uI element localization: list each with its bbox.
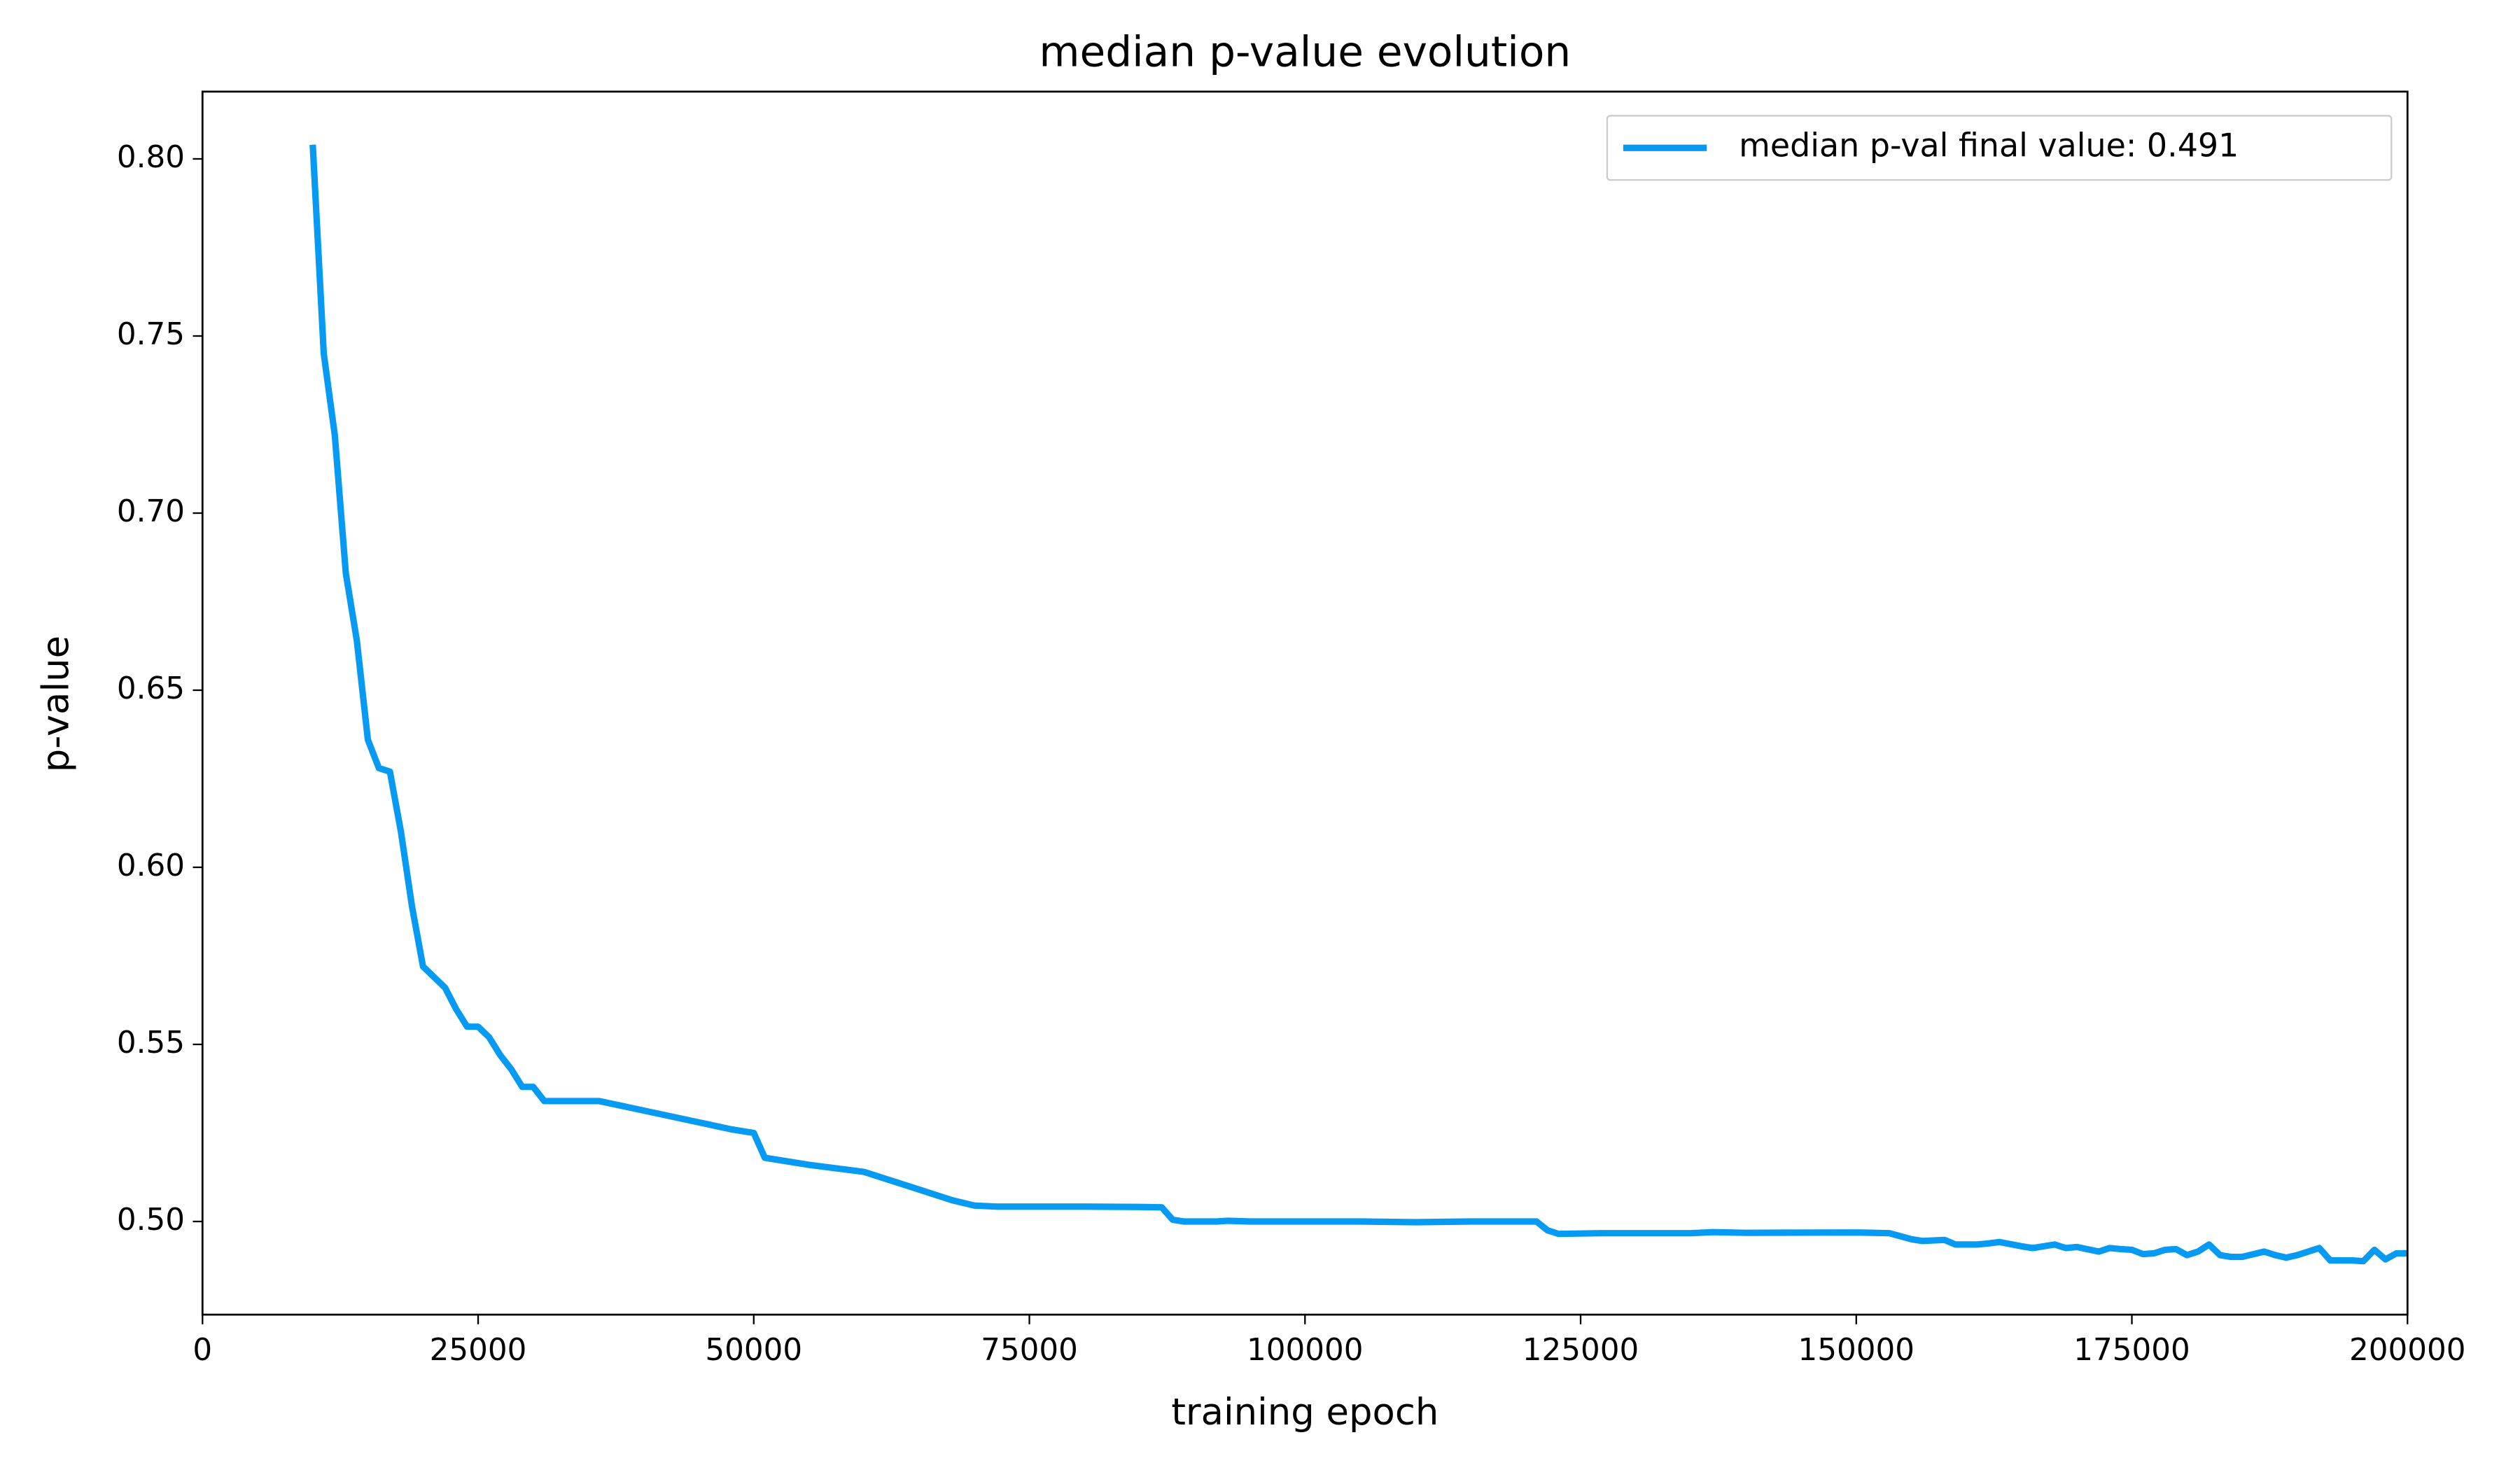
y-tick-label: 0.65 bbox=[117, 671, 185, 706]
x-tick-label: 0 bbox=[192, 1333, 212, 1368]
x-tick-label: 75000 bbox=[981, 1333, 1078, 1368]
y-tick-label: 0.60 bbox=[117, 848, 185, 883]
y-tick-label: 0.70 bbox=[117, 494, 185, 529]
y-axis-label: p-value bbox=[34, 636, 77, 772]
x-tick-label: 25000 bbox=[430, 1333, 527, 1368]
legend-label: median p-val final value: 0.491 bbox=[1739, 127, 2239, 164]
x-tick-label: 50000 bbox=[705, 1333, 802, 1368]
y-tick-label: 0.55 bbox=[117, 1026, 185, 1060]
y-tick-label: 0.80 bbox=[117, 140, 185, 175]
y-tick-label: 0.50 bbox=[117, 1203, 185, 1238]
x-tick-label: 175000 bbox=[2073, 1333, 2190, 1368]
plot-frame bbox=[201, 90, 2409, 1316]
chart-title: median p-value evolution bbox=[1039, 29, 1571, 77]
x-tick-label: 100000 bbox=[1247, 1333, 1363, 1368]
data-line bbox=[309, 144, 2408, 1265]
x-axis-label: training epoch bbox=[1171, 1391, 1438, 1434]
x-tick-label: 150000 bbox=[1798, 1333, 1914, 1368]
x-tick-label: 200000 bbox=[2349, 1333, 2465, 1368]
x-tick-label: 125000 bbox=[1522, 1333, 1639, 1368]
legend-box bbox=[1606, 115, 2393, 181]
y-tick-label: 0.75 bbox=[117, 317, 185, 352]
